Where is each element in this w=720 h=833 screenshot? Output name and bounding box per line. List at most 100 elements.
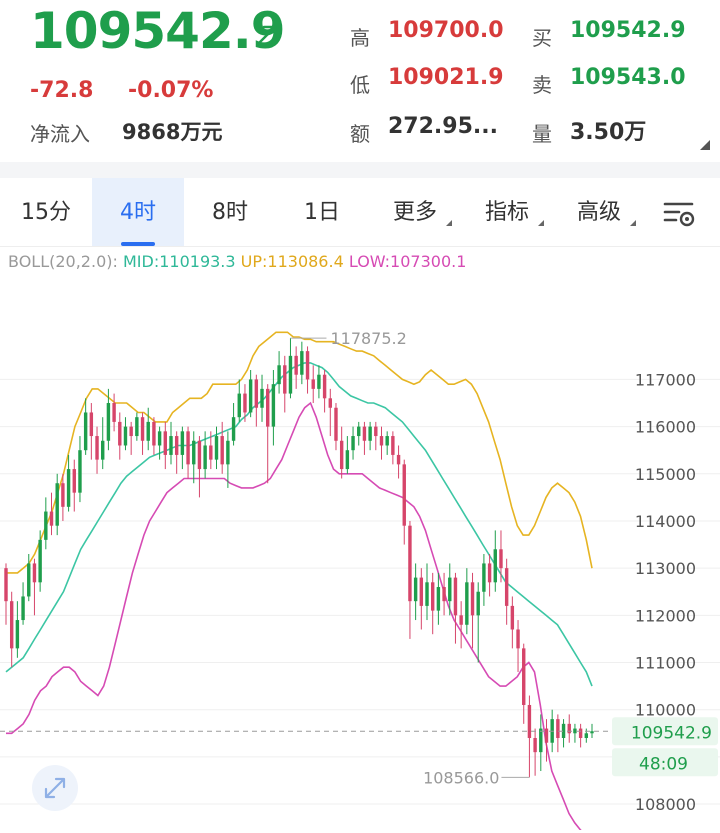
net-inflow-label: 净流入 [30, 122, 90, 146]
candle-body [573, 728, 577, 734]
candle-body [362, 426, 367, 441]
y-tick-label: 114000 [635, 512, 696, 531]
candle-body [374, 426, 378, 437]
section-divider [0, 162, 720, 178]
candle-body [220, 436, 224, 465]
candle-body [271, 384, 276, 427]
candle-body [499, 549, 503, 569]
countdown-label: 48:09 [639, 754, 688, 774]
candle-body [476, 591, 480, 616]
tab-8h[interactable]: 8时 [212, 200, 248, 225]
candle-body [453, 577, 458, 616]
dropdown-triangle-icon [630, 220, 636, 226]
candle-body [527, 704, 532, 738]
candle-body [300, 351, 304, 375]
candle-body [470, 582, 475, 616]
candle-body [72, 469, 76, 493]
candle-body [425, 582, 429, 606]
candle-body [357, 426, 361, 437]
candle-body [4, 568, 8, 602]
high-annotation: 117875.2 [330, 329, 406, 348]
candle-body [214, 436, 219, 460]
tab-indicators[interactable]: 指标 [470, 178, 544, 246]
candle-body [112, 403, 116, 422]
candle-body [157, 431, 162, 446]
countdown-tag [612, 748, 718, 777]
candle-body [192, 440, 196, 465]
candle-body [169, 436, 173, 455]
candle-body [516, 629, 520, 649]
candle-body [288, 355, 293, 394]
y-tick-label: 116000 [635, 418, 696, 437]
dropdown-triangle-icon [538, 220, 544, 226]
candle-body [101, 440, 105, 460]
tab-1d[interactable]: 1日 [304, 200, 340, 225]
boll-upper-line [6, 331, 593, 574]
tab-4h-label: 4时 [120, 200, 156, 225]
candle-body [152, 421, 156, 446]
candle-body [482, 563, 486, 592]
candle-body [305, 351, 310, 380]
y-tick-label: 111000 [635, 654, 696, 673]
trend-up-arrow-icon [256, 25, 277, 46]
candle-body [27, 563, 31, 597]
settings-sliders-icon[interactable] [662, 196, 696, 230]
candle-body [322, 374, 327, 399]
candlestick-chart[interactable]: 1080001090001100001110001120001130001140… [0, 278, 720, 830]
low-value: 109021.9 [388, 65, 504, 90]
fullscreen-button[interactable] [32, 765, 78, 811]
candle-body [430, 582, 435, 611]
candle-body [66, 469, 71, 507]
tab-4h[interactable]: 4时 [92, 178, 184, 246]
candle-body [266, 388, 270, 427]
bid-value: 109542.9 [570, 18, 686, 43]
candle-body [197, 440, 202, 470]
candle-body [38, 539, 42, 583]
boll-lower-line [6, 401, 582, 830]
tab-15min[interactable]: 15分 [21, 200, 71, 225]
boll-name: BOLL(20,2.0): [8, 252, 118, 271]
tab-more[interactable]: 更多 [378, 178, 452, 246]
y-tick-label: 117000 [635, 370, 696, 389]
candle-body [254, 379, 259, 408]
candle-body [83, 412, 88, 451]
candle-body [135, 417, 139, 437]
interval-tabs: 15分 4时 8时 1日 更多 指标 高级 [0, 178, 720, 247]
candle-body [146, 421, 150, 441]
boll-indicator-legend: BOLL(20,2.0): MID:110193.3 UP:113086.4 L… [8, 252, 466, 271]
candle-body [55, 483, 59, 526]
candle-body [402, 464, 406, 526]
candle-body [89, 412, 94, 437]
expand-arrows-icon [44, 777, 66, 799]
boll-mid-line [5, 362, 593, 687]
amount-value: 272.95... [388, 114, 498, 139]
expand-details-icon[interactable] [700, 140, 710, 150]
candle-body [209, 445, 213, 460]
candle-body [248, 379, 253, 413]
candle-body [351, 436, 355, 451]
tab-indicators-label: 指标 [484, 200, 529, 225]
candle-body [294, 355, 298, 375]
candle-body [459, 615, 463, 625]
candle-body [442, 587, 446, 602]
candle-body [283, 365, 287, 394]
active-tab-indicator [121, 242, 155, 246]
tab-advanced-label: 高级 [576, 200, 621, 225]
amount-label: 额 [350, 122, 370, 146]
low-label: 低 [350, 73, 370, 97]
candle-body [391, 436, 395, 455]
candle-body [334, 407, 338, 441]
candle-body [260, 388, 264, 408]
candle-body [328, 398, 332, 408]
candle-body [556, 719, 560, 738]
tab-advanced[interactable]: 高级 [562, 178, 636, 246]
candle-body [123, 426, 128, 446]
candle-body [95, 436, 99, 460]
candle-body [49, 511, 54, 526]
low-annotation: 108566.0 [423, 768, 499, 787]
candle-body [21, 596, 25, 621]
y-tick-label: 115000 [635, 465, 696, 484]
candle-body [243, 393, 247, 413]
candle-body [584, 733, 589, 738]
y-tick-label: 108000 [635, 795, 696, 814]
